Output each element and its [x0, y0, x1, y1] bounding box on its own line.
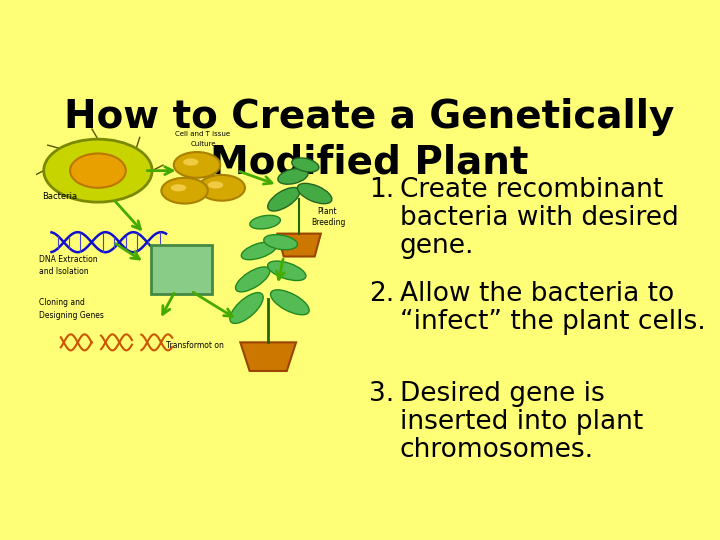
Text: Cell and T issue: Cell and T issue: [176, 131, 230, 137]
Text: Create recombinant: Create recombinant: [400, 177, 663, 203]
Ellipse shape: [208, 181, 223, 188]
Polygon shape: [240, 342, 296, 371]
Ellipse shape: [235, 267, 270, 292]
Ellipse shape: [70, 153, 126, 188]
Ellipse shape: [183, 158, 199, 166]
Text: and Isolation: and Isolation: [39, 267, 89, 276]
Text: inserted into plant: inserted into plant: [400, 409, 643, 435]
Ellipse shape: [278, 168, 308, 184]
Ellipse shape: [264, 235, 297, 249]
Ellipse shape: [268, 261, 306, 281]
Text: Breeding: Breeding: [312, 218, 346, 227]
Text: DNA Extraction: DNA Extraction: [39, 255, 98, 264]
Ellipse shape: [174, 152, 220, 178]
Ellipse shape: [230, 293, 264, 323]
Text: Desired gene is: Desired gene is: [400, 381, 605, 407]
Text: Plant: Plant: [318, 207, 338, 215]
Text: 1.: 1.: [369, 177, 395, 203]
Text: chromosomes.: chromosomes.: [400, 436, 594, 463]
Ellipse shape: [271, 290, 309, 315]
Text: How to Create a Genetically
Modified Plant: How to Create a Genetically Modified Pla…: [64, 98, 674, 181]
Ellipse shape: [292, 158, 319, 172]
Ellipse shape: [241, 242, 276, 260]
Text: gene.: gene.: [400, 233, 474, 259]
Ellipse shape: [44, 139, 152, 202]
Polygon shape: [277, 234, 321, 256]
Text: Allow the bacteria to: Allow the bacteria to: [400, 281, 674, 307]
Ellipse shape: [250, 215, 280, 229]
Text: Culture: Culture: [191, 141, 216, 147]
Text: 3.: 3.: [369, 381, 395, 407]
Text: Designing Genes: Designing Genes: [39, 311, 104, 320]
FancyBboxPatch shape: [150, 245, 212, 294]
Ellipse shape: [297, 184, 332, 204]
Text: Cloning and: Cloning and: [39, 298, 85, 307]
Text: Bacteria: Bacteria: [42, 192, 77, 201]
Text: 2.: 2.: [369, 281, 395, 307]
Text: Transformot on: Transformot on: [166, 341, 224, 350]
Ellipse shape: [161, 178, 208, 204]
Text: bacteria with desired: bacteria with desired: [400, 205, 678, 231]
Ellipse shape: [171, 184, 186, 191]
Ellipse shape: [199, 175, 245, 201]
Text: “infect” the plant cells.: “infect” the plant cells.: [400, 309, 706, 335]
Ellipse shape: [268, 187, 300, 211]
